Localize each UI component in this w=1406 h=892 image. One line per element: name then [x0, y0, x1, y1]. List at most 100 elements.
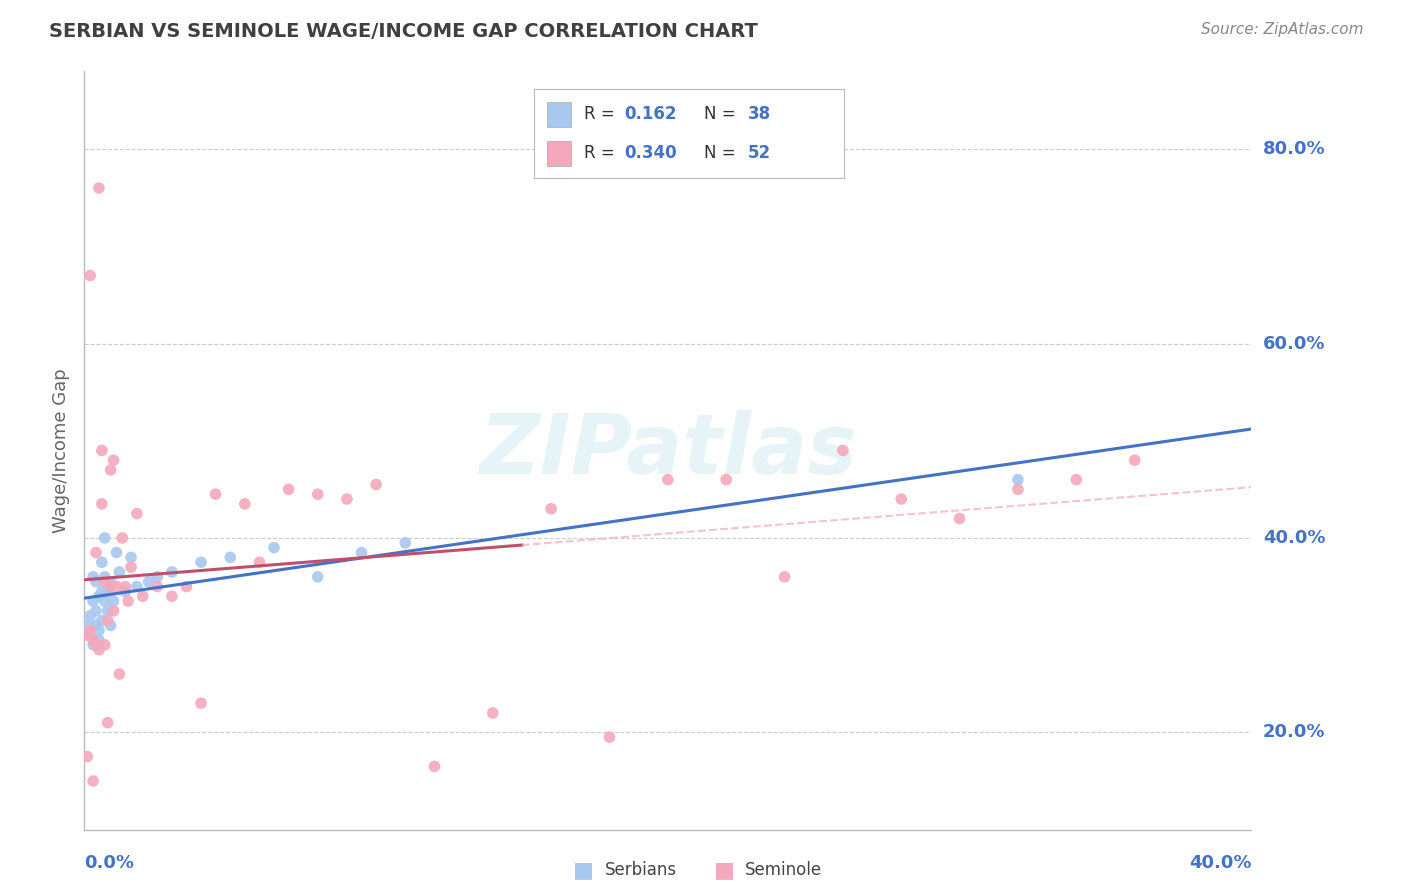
Point [84, 604, 107, 618]
Text: 80.0%: 80.0% [1263, 140, 1326, 158]
Point [94, 594, 117, 608]
Text: ■: ■ [574, 860, 593, 880]
Point [79, 624, 101, 638]
Point [108, 565, 131, 579]
Point [105, 545, 128, 559]
Point [100, 580, 122, 594]
Point [190, 696, 212, 710]
Point [82, 633, 104, 648]
Point [219, 550, 242, 565]
Point [84, 618, 107, 632]
Text: N =: N = [704, 145, 741, 162]
Point [125, 580, 148, 594]
Text: R =: R = [583, 145, 620, 162]
Point [657, 473, 679, 487]
Point [87, 589, 110, 603]
Point [366, 477, 388, 491]
Point [307, 570, 329, 584]
Point [160, 565, 183, 579]
Point [105, 580, 128, 594]
Point [832, 443, 855, 458]
Point [76, 628, 98, 642]
Point [890, 491, 912, 506]
Point [87, 633, 110, 648]
Point [87, 642, 110, 657]
Point [716, 473, 738, 487]
Text: 40.0%: 40.0% [1189, 854, 1251, 871]
Point [114, 580, 136, 594]
Point [90, 497, 112, 511]
Point [394, 536, 416, 550]
Text: Source: ZipAtlas.com: Source: ZipAtlas.com [1201, 22, 1364, 37]
Point [125, 507, 148, 521]
Text: ZIPatlas: ZIPatlas [479, 410, 856, 491]
Text: N =: N = [704, 105, 741, 123]
Point [949, 511, 972, 525]
Point [1007, 473, 1029, 487]
Point [97, 584, 120, 599]
Point [94, 574, 117, 589]
Text: 52: 52 [748, 145, 770, 162]
Point [97, 614, 120, 628]
Point [132, 589, 155, 603]
Bar [547, 141, 571, 166]
Point [190, 555, 212, 569]
Point [82, 638, 104, 652]
Text: SERBIAN VS SEMINOLE WAGE/INCOME GAP CORRELATION CHART: SERBIAN VS SEMINOLE WAGE/INCOME GAP CORR… [49, 22, 758, 41]
Text: 0.0%: 0.0% [84, 854, 135, 871]
Point [1066, 473, 1088, 487]
Point [249, 555, 271, 569]
Point [94, 638, 117, 652]
Point [599, 730, 621, 744]
Point [82, 570, 104, 584]
Point [233, 497, 256, 511]
Point [79, 268, 101, 283]
Point [138, 574, 160, 589]
Point [90, 584, 112, 599]
Text: 38: 38 [748, 105, 770, 123]
Point [1007, 483, 1029, 497]
Point [87, 181, 110, 195]
Point [146, 580, 169, 594]
Point [423, 759, 446, 773]
Point [97, 604, 120, 618]
Text: 0.162: 0.162 [624, 105, 676, 123]
Point [114, 584, 136, 599]
Point [1123, 453, 1146, 467]
Point [176, 580, 198, 594]
Point [146, 570, 169, 584]
Text: Seminole: Seminole [745, 861, 823, 879]
Point [82, 774, 104, 789]
Point [76, 618, 98, 632]
Point [84, 574, 107, 589]
Text: 20.0%: 20.0% [1263, 723, 1326, 741]
Point [84, 545, 107, 559]
Point [540, 501, 562, 516]
Point [76, 749, 98, 764]
Point [100, 463, 122, 477]
Point [336, 491, 359, 506]
Text: 40.0%: 40.0% [1263, 529, 1326, 547]
Text: 0.340: 0.340 [624, 145, 676, 162]
Point [263, 541, 285, 555]
Point [97, 715, 120, 730]
Point [82, 594, 104, 608]
Text: R =: R = [583, 105, 620, 123]
Point [100, 574, 122, 589]
Point [79, 628, 101, 642]
Point [307, 487, 329, 501]
Point [84, 638, 107, 652]
Point [100, 618, 122, 632]
Point [204, 487, 226, 501]
Point [90, 443, 112, 458]
Point [103, 594, 125, 608]
Y-axis label: Wage/Income Gap: Wage/Income Gap [52, 368, 70, 533]
Point [277, 483, 299, 497]
Point [160, 589, 183, 603]
Point [117, 594, 139, 608]
Point [350, 545, 373, 559]
Text: Serbians: Serbians [605, 861, 676, 879]
Point [103, 453, 125, 467]
Point [482, 706, 505, 720]
Point [120, 550, 142, 565]
